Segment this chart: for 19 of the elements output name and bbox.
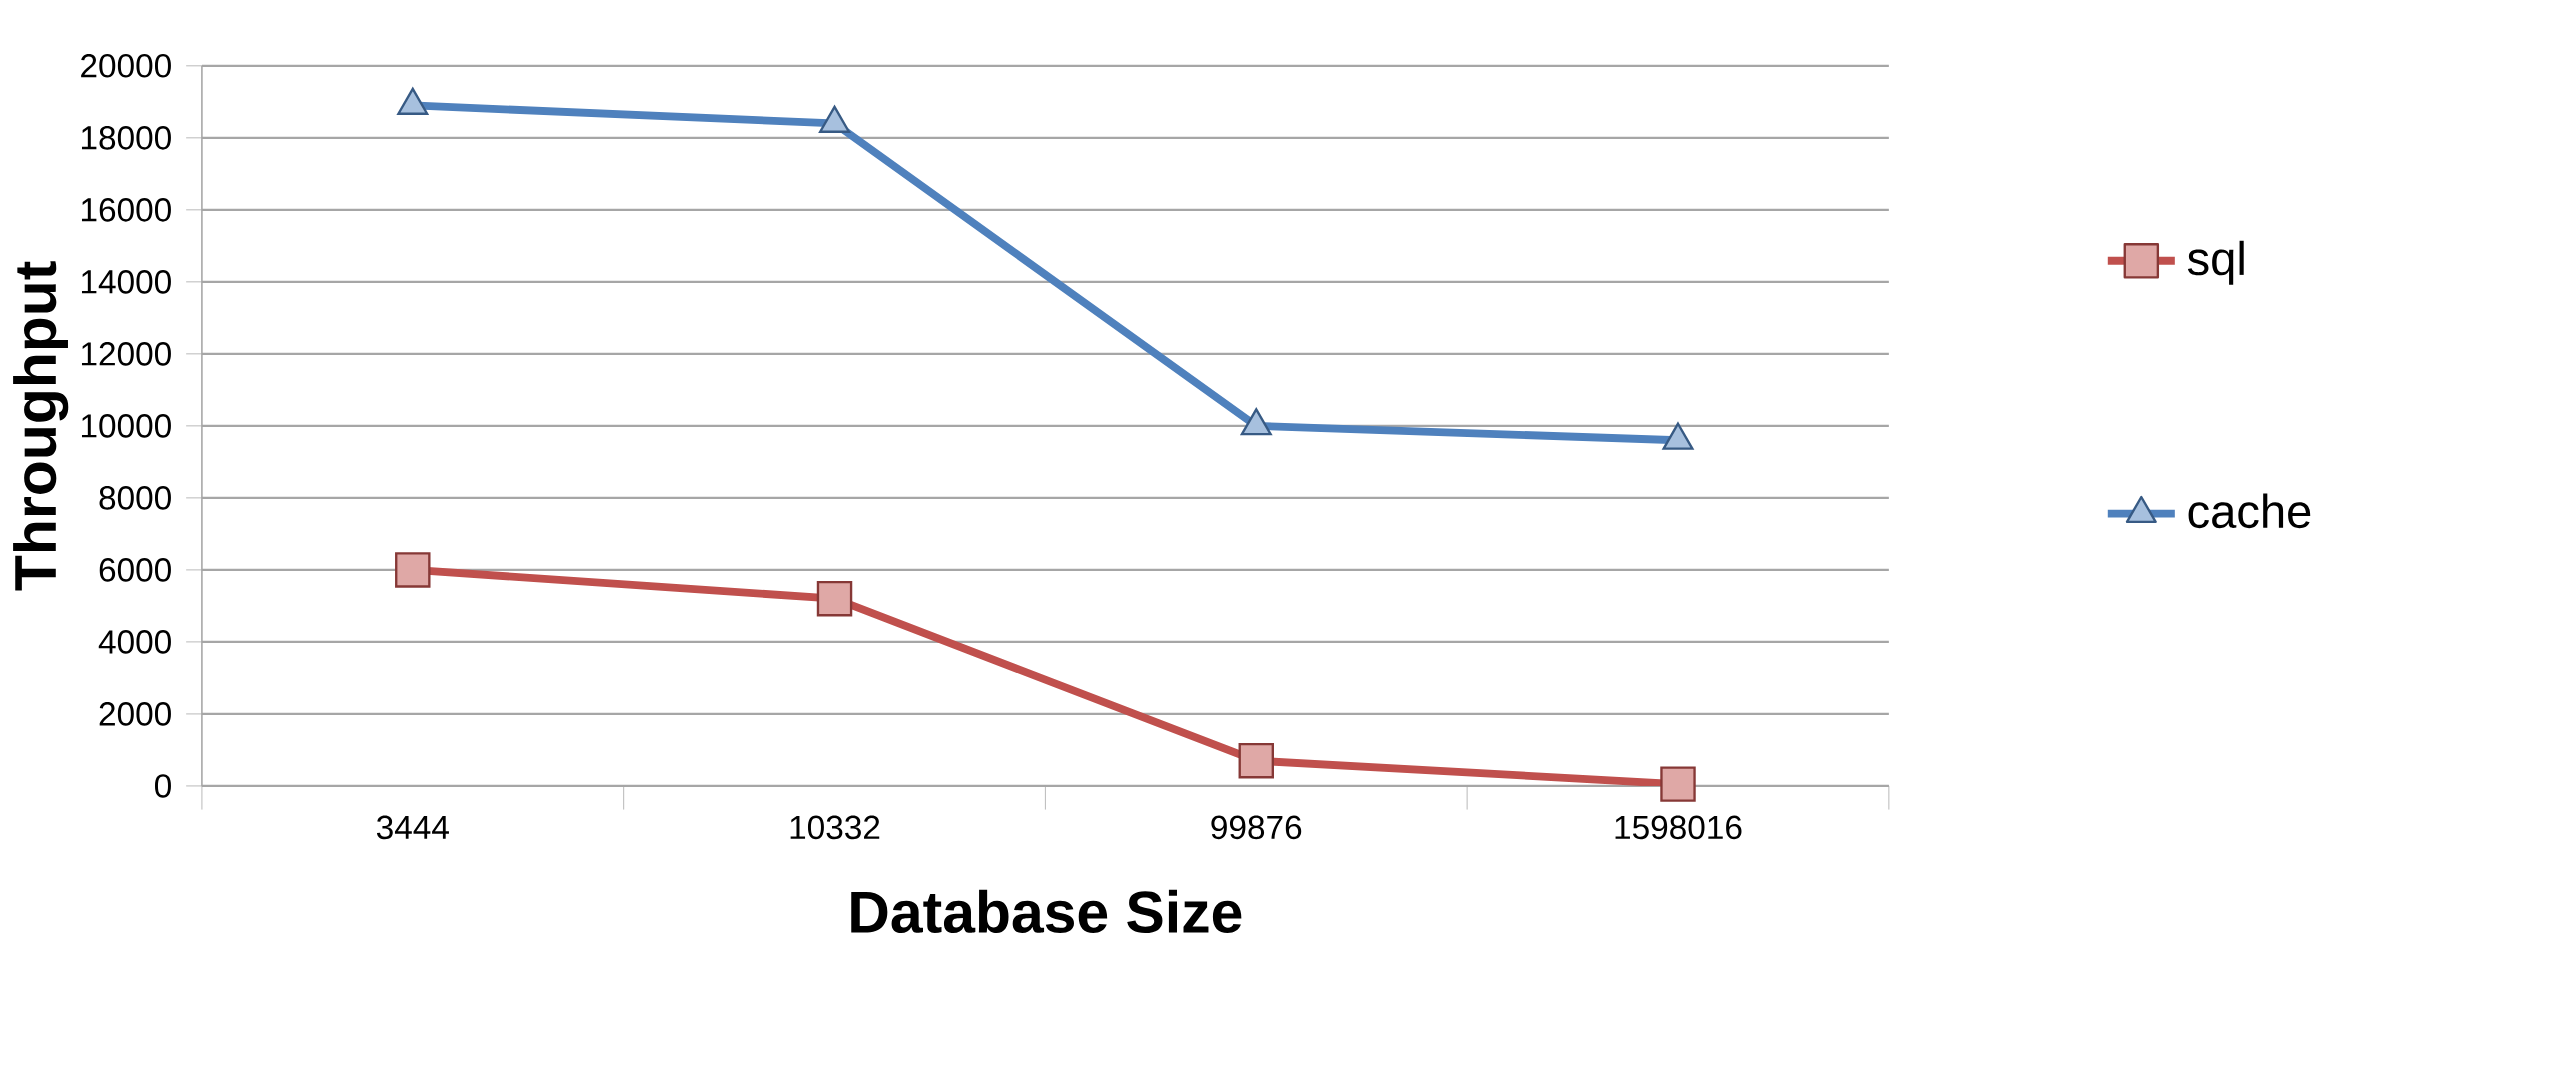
- y-tick-label: 0: [155, 774, 171, 798]
- x-tick-label: 3444: [376, 815, 449, 840]
- y-tick-label: 4000: [98, 630, 171, 654]
- x-tick-label: 1598016: [1615, 815, 1742, 840]
- y-tick-label: 8000: [99, 486, 171, 510]
- y-tick-label: 10000: [81, 414, 171, 438]
- x-tick-label: 99876: [1211, 815, 1302, 840]
- y-tick-label: 20000: [81, 54, 171, 78]
- y-axis-title: Throughput: [13, 261, 69, 591]
- x-axis-title: Database Size: [851, 889, 1242, 934]
- y-tick-label: 18000: [81, 126, 171, 150]
- y-tick-label: 6000: [99, 558, 171, 582]
- y-tick-label: 12000: [81, 342, 171, 366]
- x-tick-label: 10332: [790, 815, 880, 840]
- y-tick-label: 14000: [81, 270, 171, 294]
- y-tick-label: 16000: [81, 198, 171, 222]
- y-tick-label: 2000: [99, 702, 171, 726]
- legend-label: sql: [2187, 240, 2244, 285]
- legend-label: cache: [2188, 493, 2311, 529]
